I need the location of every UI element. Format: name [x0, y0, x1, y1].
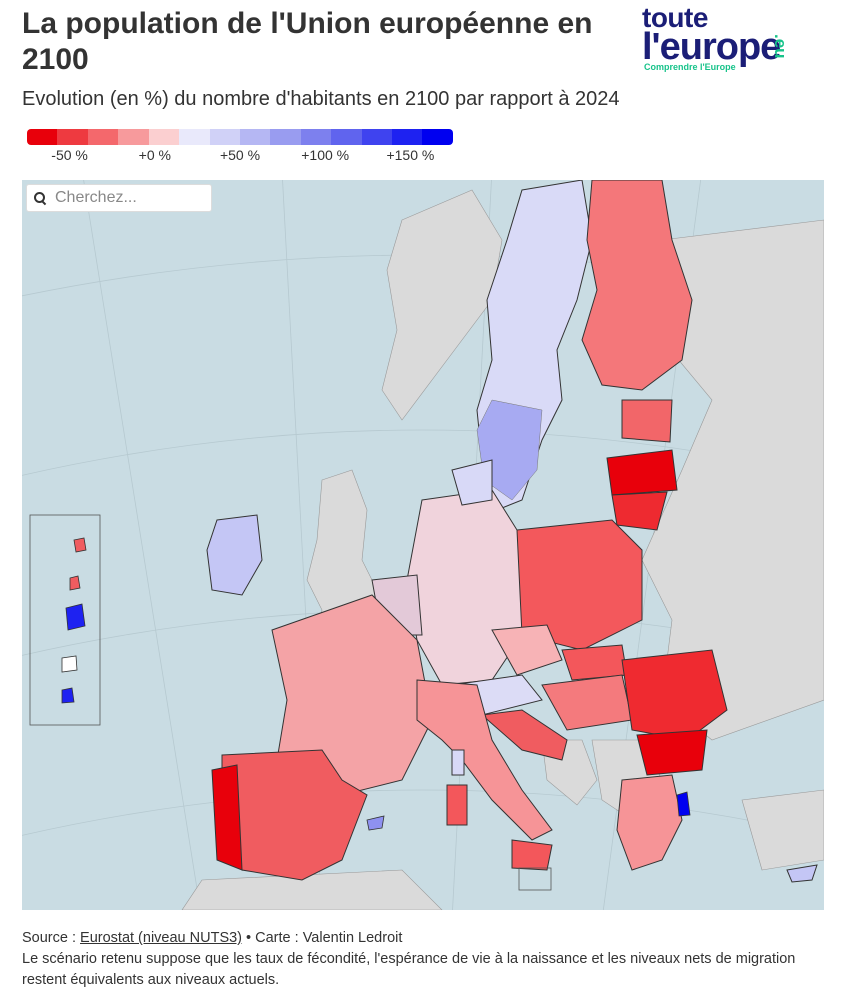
methodology-note: Le scénario retenu suppose que les taux …: [22, 951, 796, 988]
legend-swatch: [392, 129, 423, 145]
region-slovakia[interactable]: [561, 644, 628, 681]
region-guadeloupe[interactable]: [61, 655, 78, 673]
credit-text: • Carte : Valentin Ledroit: [242, 930, 403, 946]
legend-swatch: [27, 129, 58, 145]
region-bulgaria[interactable]: [636, 729, 708, 776]
region-cyprus[interactable]: [786, 864, 818, 883]
region-croatia[interactable]: [480, 709, 568, 761]
search-box[interactable]: [26, 184, 212, 212]
legend-swatch: [239, 129, 271, 145]
region-italy[interactable]: [416, 679, 553, 841]
footer: Source : Eurostat (niveau NUTS3) • Carte…: [22, 928, 832, 991]
region-balearic[interactable]: [366, 815, 385, 831]
region-sweden-south[interactable]: [476, 399, 543, 501]
outermost-regions-inset: [29, 514, 101, 726]
legend-swatch: [118, 129, 149, 145]
legend-swatch: [209, 129, 240, 145]
region-lithuania[interactable]: [611, 491, 668, 531]
region-sicily[interactable]: [511, 839, 553, 871]
legend-label: +50 %: [219, 147, 261, 163]
region-estonia[interactable]: [621, 399, 673, 443]
legend-label: +0 %: [138, 147, 171, 163]
legend-swatch: [270, 129, 301, 145]
source-link[interactable]: Eurostat (niveau NUTS3): [80, 930, 243, 946]
region-madeira[interactable]: [69, 575, 81, 591]
region-sardinia[interactable]: [446, 784, 468, 826]
region-germany[interactable]: [406, 489, 523, 686]
region-reunion[interactable]: [61, 687, 75, 704]
legend-label: +100 %: [301, 147, 350, 163]
legend-label: +150 %: [386, 147, 435, 163]
legend-swatch: [422, 129, 453, 145]
legend-label: -50 %: [51, 147, 88, 163]
region-hungary[interactable]: [541, 674, 633, 731]
legend-swatch: [179, 129, 210, 145]
search-icon: [33, 191, 47, 205]
region-aegean-islands[interactable]: [676, 791, 691, 817]
legend-swatch: [87, 129, 119, 145]
region-romania[interactable]: [621, 649, 728, 741]
region-azores[interactable]: [73, 537, 87, 553]
legend-swatch: [148, 129, 180, 145]
map-canvas[interactable]: [22, 180, 824, 910]
legend-swatch: [57, 129, 88, 145]
legend-color-scale: [27, 129, 453, 145]
page-subtitle: Evolution (en %) du nombre d'habitants e…: [22, 88, 620, 110]
choropleth-map[interactable]: [22, 180, 824, 910]
page-title: La population de l'Union européenne en 2…: [22, 7, 593, 76]
color-legend: -50 % +0 % +50 % +100 % +150 %: [27, 129, 497, 169]
logo-line2: l'europe: [642, 26, 781, 68]
toute-leurope-logo[interactable]: toute l'europe Comprendre l'Europe .eu: [640, 4, 820, 74]
search-input[interactable]: [55, 189, 205, 207]
malta-inset-frame: [518, 867, 552, 891]
source-prefix: Source :: [22, 930, 81, 946]
region-denmark[interactable]: [451, 459, 493, 506]
region-france[interactable]: [271, 594, 433, 801]
logo-line1: toute: [642, 2, 708, 33]
region-ireland[interactable]: [206, 514, 263, 596]
legend-swatch: [361, 129, 393, 145]
legend-swatch: [331, 129, 362, 145]
region-latvia[interactable]: [606, 449, 678, 496]
region-portugal[interactable]: [211, 764, 243, 871]
region-canaries[interactable]: [65, 603, 86, 631]
logo-suffix: .eu: [771, 34, 790, 59]
logo-tagline: Comprendre l'Europe: [644, 62, 736, 72]
legend-swatch: [300, 129, 332, 145]
region-czechia[interactable]: [491, 624, 563, 676]
region-greece[interactable]: [616, 774, 683, 871]
region-corsica[interactable]: [451, 749, 465, 776]
region-finland[interactable]: [581, 180, 693, 391]
